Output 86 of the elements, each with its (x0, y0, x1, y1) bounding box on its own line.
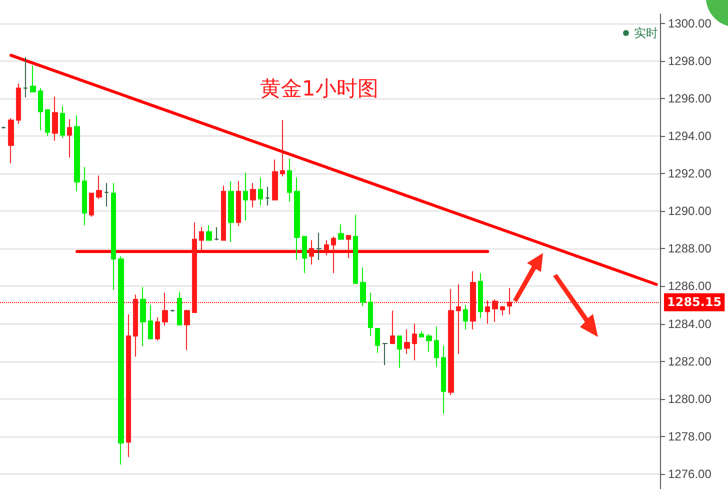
y-tick-label: 1290.00 (668, 204, 712, 218)
candlestick (104, 182, 109, 207)
candlestick (507, 288, 512, 315)
candlestick (353, 214, 358, 284)
candlestick (375, 328, 380, 354)
y-tick-label: 1276.00 (668, 466, 712, 481)
candlestick (368, 292, 373, 336)
candlestick (280, 120, 285, 177)
candlestick (250, 182, 256, 208)
y-tick-label: 1286.00 (668, 279, 712, 294)
candlestick (324, 240, 329, 256)
candlestick (82, 166, 87, 226)
candlestick (140, 286, 146, 347)
candlestick (118, 256, 124, 466)
candlestick (89, 192, 94, 218)
candlestick (1, 126, 6, 130)
candlestick (96, 174, 102, 200)
candlestick (434, 326, 439, 368)
candlestick (177, 291, 182, 326)
annotation: 实时 (634, 25, 658, 42)
candlestick (243, 172, 248, 222)
candlestick (448, 288, 454, 396)
candlestick (16, 82, 21, 124)
candlestick (214, 226, 219, 241)
candlestick (199, 226, 204, 253)
candlestick (236, 180, 241, 227)
candlestick (221, 185, 226, 241)
y-tick-label: 1296.00 (668, 91, 712, 106)
candlestick (126, 314, 131, 458)
candlestick (390, 310, 395, 344)
candlestick (382, 342, 388, 366)
y-tick-label: 1278.00 (668, 429, 712, 444)
candlestick (155, 316, 160, 342)
candlestick (478, 272, 483, 319)
candlestick (397, 335, 402, 368)
candlestick (162, 292, 168, 326)
y-tick-label: 1288.00 (668, 242, 712, 256)
candlestick (52, 96, 58, 142)
candlestick (360, 266, 366, 306)
candlestick (302, 236, 307, 274)
candlestick (346, 235, 351, 259)
candlestick (111, 182, 116, 290)
candlestick (404, 328, 410, 354)
candlestick (192, 222, 197, 314)
candlestick (294, 176, 300, 260)
candlestick (419, 330, 424, 338)
candlestick (412, 323, 417, 361)
candlestick (206, 224, 212, 241)
candlestick (8, 118, 14, 164)
candlestick (265, 186, 270, 206)
candlestick (456, 284, 461, 354)
candlestick (184, 309, 190, 351)
candlestick (30, 65, 36, 92)
candlestick (38, 88, 43, 131)
y-tick-label: 1300.00 (668, 16, 712, 30)
candlestick (287, 158, 292, 202)
candlestick (316, 232, 322, 260)
y-tick-label: 1292.00 (668, 166, 712, 181)
text: 黄金1小时图 (260, 76, 378, 100)
candlestick (309, 240, 314, 266)
y-tick-label: 1294.00 (668, 129, 712, 144)
candlestick (228, 180, 234, 243)
candlestick (492, 298, 498, 322)
candlestick (470, 270, 476, 330)
y-tick-label: 1282.00 (668, 354, 712, 368)
candlestick (67, 118, 72, 158)
candlestick (463, 304, 468, 330)
candlestick (441, 344, 446, 414)
candlestick (170, 309, 175, 312)
candlestick (272, 159, 278, 200)
y-tick-label: 1298.00 (668, 54, 712, 68)
y-tick-label: 1280.00 (668, 392, 712, 406)
candlestick (45, 109, 50, 137)
candlestick (426, 334, 432, 352)
candlestick (338, 224, 344, 240)
candlestick (258, 176, 263, 206)
candlestick (148, 304, 153, 340)
ref-line-label: 1285.15 (667, 295, 722, 310)
y-tick-label: 1284.00 (668, 316, 712, 331)
candlestick (23, 56, 28, 98)
candlestick (74, 114, 80, 192)
candlestick (133, 294, 138, 358)
candlestick (500, 305, 505, 316)
candlestick (331, 236, 336, 274)
candlestick (60, 105, 65, 138)
candlestick (485, 300, 490, 324)
